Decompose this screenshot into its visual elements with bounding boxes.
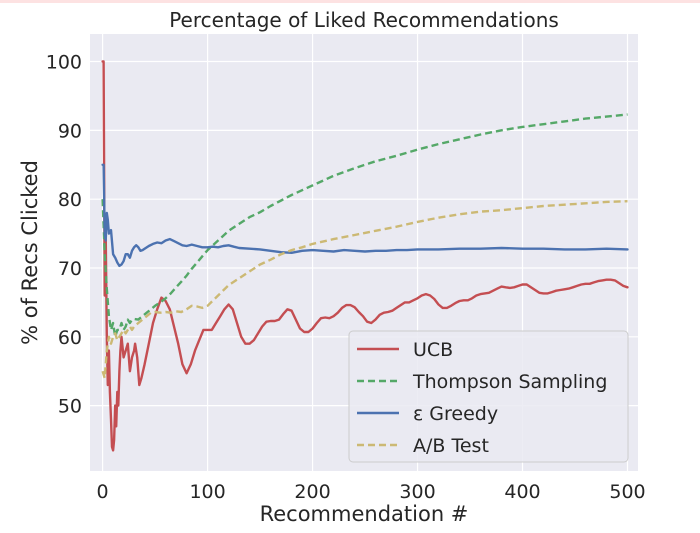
- y-tick-label: 80: [58, 189, 82, 211]
- x-tick-label: 500: [609, 481, 645, 503]
- y-tick-label: 60: [58, 327, 82, 349]
- series-line: [101, 60, 629, 452]
- y-axis-label: % of Recs Clicked: [18, 160, 42, 345]
- x-tick-label: 300: [399, 481, 435, 503]
- legend-label: A/B Test: [413, 435, 489, 457]
- chart-title: Percentage of Liked Recommendations: [169, 8, 559, 32]
- y-tick-label: 100: [46, 52, 82, 74]
- series-layer: [101, 60, 629, 452]
- y-tick-label: 90: [58, 120, 82, 142]
- legend-items: UCB Thompson Sampling ε Greedy A/B Test: [357, 339, 607, 457]
- legend-label: ε Greedy: [413, 403, 498, 425]
- x-tick-label: 100: [189, 481, 225, 503]
- legend-box: [348, 330, 629, 463]
- x-tick-label: 200: [294, 481, 330, 503]
- legend: UCB Thompson Sampling ε Greedy A/B Test: [348, 330, 629, 463]
- x-tick-label: 400: [504, 481, 540, 503]
- legend-label: UCB: [413, 339, 453, 361]
- y-tick-label: 70: [58, 258, 82, 280]
- series-line: [101, 113, 628, 338]
- series-line: [101, 163, 629, 268]
- tick-labels: 0 100 200 300 400 500 50 60 70 80 90 100: [46, 52, 646, 503]
- series-line: [101, 200, 628, 380]
- y-tick-label: 50: [58, 396, 82, 418]
- x-tick-label: 0: [97, 481, 109, 503]
- legend-label: Thompson Sampling: [412, 371, 607, 393]
- top-accent-strip: [0, 0, 700, 3]
- x-axis-label: Recommendation #: [260, 502, 469, 526]
